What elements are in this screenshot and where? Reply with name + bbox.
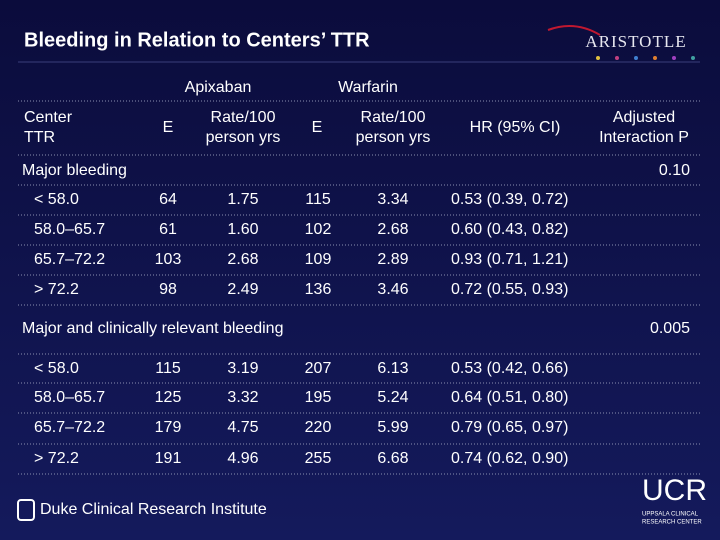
logo-dot bbox=[672, 56, 676, 60]
cell: 4.96 bbox=[227, 450, 258, 467]
logo-text: ARISTOTLE bbox=[585, 32, 686, 51]
cell: 0.93 (0.71, 1.21) bbox=[451, 251, 568, 268]
cell: 115 bbox=[155, 360, 181, 377]
cell: 0.64 (0.51, 0.80) bbox=[451, 389, 568, 406]
column-header: person yrs bbox=[356, 129, 431, 146]
cell: 3.34 bbox=[377, 191, 408, 208]
cell: 195 bbox=[305, 389, 332, 406]
interaction-p: 0.10 bbox=[659, 162, 690, 179]
cell: 64 bbox=[159, 191, 177, 208]
cell: 61 bbox=[159, 221, 177, 238]
group-header: Apixaban bbox=[185, 79, 252, 96]
cell: 3.46 bbox=[377, 281, 408, 298]
cell: 191 bbox=[155, 450, 182, 467]
cell: 102 bbox=[305, 221, 332, 238]
cell: 65.7–72.2 bbox=[34, 419, 105, 436]
column-header: Adjusted bbox=[613, 109, 675, 126]
duke-logo: Duke Clinical Research Institute bbox=[17, 499, 267, 521]
cell: 2.89 bbox=[377, 251, 408, 268]
logo-dot bbox=[596, 56, 600, 60]
cell: 0.74 (0.62, 0.90) bbox=[451, 450, 568, 467]
cell: 65.7–72.2 bbox=[34, 251, 105, 268]
cell: 109 bbox=[305, 251, 332, 268]
logo-swoosh bbox=[547, 25, 601, 36]
column-header: Interaction P bbox=[599, 129, 689, 146]
logo-dot bbox=[653, 56, 657, 60]
ucr: UCR bbox=[642, 474, 707, 507]
cell: 0.53 (0.42, 0.66) bbox=[451, 360, 568, 377]
cell: 6.13 bbox=[377, 360, 408, 377]
cell: 4.75 bbox=[227, 419, 258, 436]
cell: 0.72 (0.55, 0.93) bbox=[451, 281, 568, 298]
cell: 3.32 bbox=[227, 389, 258, 406]
cell: 136 bbox=[305, 281, 332, 298]
group-header: Warfarin bbox=[338, 79, 398, 96]
section-name: Major bleeding bbox=[22, 162, 127, 179]
column-header: person yrs bbox=[206, 129, 281, 146]
cell: 207 bbox=[305, 360, 332, 377]
cell: 0.79 (0.65, 0.97) bbox=[451, 419, 568, 436]
cell: 255 bbox=[305, 450, 332, 467]
column-header: TTR bbox=[24, 129, 55, 146]
cell: 58.0–65.7 bbox=[34, 389, 105, 406]
cell: < 58.0 bbox=[34, 360, 79, 377]
table: Apixaban Warfarin Center TTR E Rate/100 person… bbox=[18, 79, 700, 475]
cell: 0.53 (0.39, 0.72) bbox=[451, 191, 568, 208]
cell: 98 bbox=[159, 281, 177, 298]
cell: 125 bbox=[155, 389, 182, 406]
column-header: HR (95% CI) bbox=[470, 119, 561, 136]
cell: 6.68 bbox=[377, 450, 408, 467]
column-header: Rate/100 bbox=[361, 109, 426, 126]
cell: 2.68 bbox=[227, 251, 258, 268]
cell: 5.24 bbox=[377, 389, 408, 406]
cell: 115 bbox=[305, 191, 331, 208]
logo: ARISTOTLE bbox=[547, 25, 695, 60]
cell: 3.19 bbox=[227, 360, 258, 377]
ucr-logo: UCR UPPSALA CLINICAL RESEARCH CENTER bbox=[642, 474, 707, 526]
logo-dot bbox=[615, 56, 619, 60]
cell: 103 bbox=[155, 251, 182, 268]
column-header: Rate/100 bbox=[211, 109, 276, 126]
column-header: E bbox=[312, 119, 323, 136]
cell: > 72.2 bbox=[34, 281, 79, 298]
cell: 2.49 bbox=[227, 281, 258, 298]
column-header: E bbox=[163, 119, 174, 136]
section-name: Major and clinically relevant bleeding bbox=[22, 320, 283, 337]
column-header: Center bbox=[24, 109, 73, 126]
title: Bleeding in Relation to Centers’ TTR bbox=[24, 29, 370, 51]
ucr-name: UPPSALA CLINICAL bbox=[642, 512, 699, 518]
logo-dot bbox=[691, 56, 695, 60]
cell: < 58.0 bbox=[34, 191, 79, 208]
cell: 179 bbox=[155, 419, 182, 436]
cell: 58.0–65.7 bbox=[34, 221, 105, 238]
logo-dot bbox=[634, 56, 638, 60]
institute: Duke Clinical Research Institute bbox=[40, 501, 267, 518]
cell: 5.99 bbox=[377, 419, 408, 436]
cell: 220 bbox=[305, 419, 332, 436]
cell: 0.60 (0.43, 0.82) bbox=[451, 221, 568, 238]
cell: 1.60 bbox=[227, 221, 258, 238]
cell: > 72.2 bbox=[34, 450, 79, 467]
duke-shield bbox=[17, 499, 35, 521]
cell: 2.68 bbox=[377, 221, 408, 238]
cell: 1.75 bbox=[227, 191, 258, 208]
ucr-name: RESEARCH CENTER bbox=[642, 520, 702, 526]
interaction-p: 0.005 bbox=[650, 320, 690, 337]
